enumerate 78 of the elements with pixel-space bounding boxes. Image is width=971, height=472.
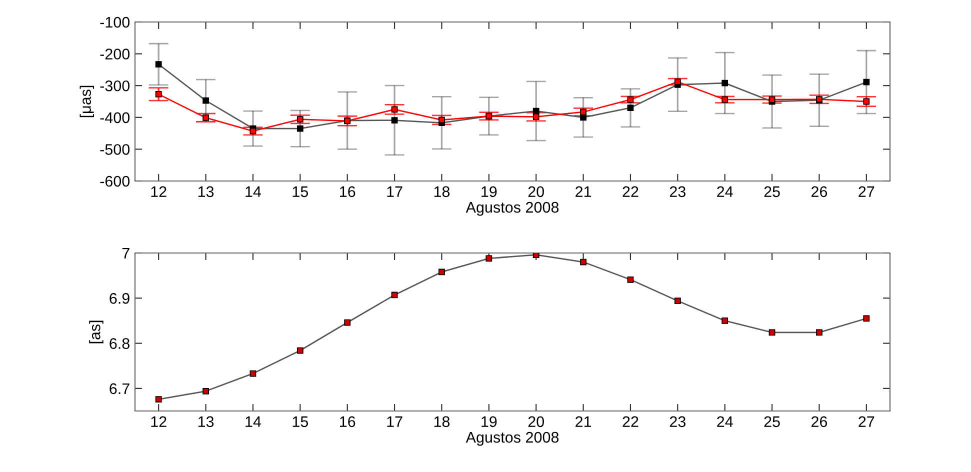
x-tick-label: 12 — [151, 186, 166, 197]
x-tick-label: 14 — [246, 416, 262, 427]
x-tick-label: 18 — [434, 416, 450, 428]
point — [155, 90, 162, 98]
x-tick-label: 24 — [717, 416, 733, 427]
x-tick-label: 24 — [717, 186, 733, 197]
x-tick-label: 26 — [811, 186, 828, 198]
x-tick-label: 25 — [764, 416, 780, 428]
point — [391, 292, 398, 298]
x-tick-label: 27 — [858, 416, 874, 427]
point — [627, 276, 634, 283]
point — [627, 96, 634, 103]
y-tick-label: -300 — [100, 80, 130, 92]
y-tick-label: 6.9 — [110, 293, 130, 304]
point — [768, 329, 776, 336]
point — [863, 78, 870, 86]
y-tick-label: -100 — [100, 16, 130, 28]
point — [816, 329, 822, 336]
point — [438, 268, 445, 276]
x-tick-label: 17 — [387, 416, 402, 427]
x-tick-label: 16 — [340, 416, 356, 428]
y-tick-label: -400 — [100, 112, 130, 124]
x-tick-label: 22 — [622, 416, 638, 427]
x-tick-label: 26 — [811, 416, 828, 428]
point — [674, 298, 681, 304]
point — [863, 98, 870, 105]
point — [722, 96, 728, 103]
point — [627, 104, 634, 112]
x-tick-label: 15 — [292, 416, 308, 428]
y-axis-title: [μas] — [80, 86, 94, 118]
point — [296, 116, 304, 123]
x-tick-label: 27 — [858, 186, 874, 197]
point — [344, 319, 351, 326]
point — [296, 347, 304, 354]
x-axis-title: Agustos 2008 — [466, 202, 559, 216]
point — [532, 253, 540, 258]
point — [532, 114, 540, 120]
x-tick-label: 18 — [434, 186, 450, 198]
x-tick-label: 23 — [670, 416, 686, 428]
point — [863, 315, 870, 322]
point — [391, 106, 398, 113]
point — [486, 255, 492, 262]
x-tick-label: 21 — [576, 186, 592, 197]
point — [722, 80, 728, 86]
y-axis-title: [as] — [89, 320, 104, 344]
x-tick-label: 25 — [764, 186, 780, 198]
point — [250, 128, 256, 134]
x-tick-label: 14 — [246, 186, 262, 197]
y-tick-label: 7 — [122, 248, 130, 259]
x-tick-label: 13 — [198, 416, 214, 428]
x-tick-label: 19 — [482, 416, 497, 428]
x-tick-label: 22 — [622, 186, 638, 197]
x-tick-label: 13 — [198, 186, 214, 198]
x-tick-label: 19 — [482, 186, 497, 198]
y-tick-label: 6.7 — [110, 383, 130, 394]
point — [674, 78, 681, 85]
y-tick-label: 6.8 — [110, 338, 130, 349]
point — [155, 61, 162, 68]
x-tick-label: 20 — [528, 186, 544, 198]
x-tick-label: 17 — [387, 186, 402, 197]
point — [580, 258, 586, 266]
point — [296, 125, 304, 132]
x-tick-label: 23 — [670, 186, 686, 198]
point — [391, 117, 398, 124]
x-tick-label: 21 — [576, 416, 592, 427]
point — [250, 370, 256, 377]
x-tick-label: 12 — [151, 416, 166, 427]
point — [155, 396, 162, 402]
y-tick-label: -200 — [100, 48, 130, 60]
x-tick-label: 15 — [292, 186, 308, 198]
point — [202, 388, 209, 394]
x-tick-label: 16 — [340, 186, 356, 198]
x-axis-title: Agustos 2008 — [466, 432, 559, 446]
x-tick-label: 20 — [528, 416, 544, 428]
point — [722, 318, 728, 324]
y-tick-label: -500 — [100, 144, 130, 155]
point — [202, 97, 209, 104]
y-tick-label: -600 — [100, 176, 130, 187]
